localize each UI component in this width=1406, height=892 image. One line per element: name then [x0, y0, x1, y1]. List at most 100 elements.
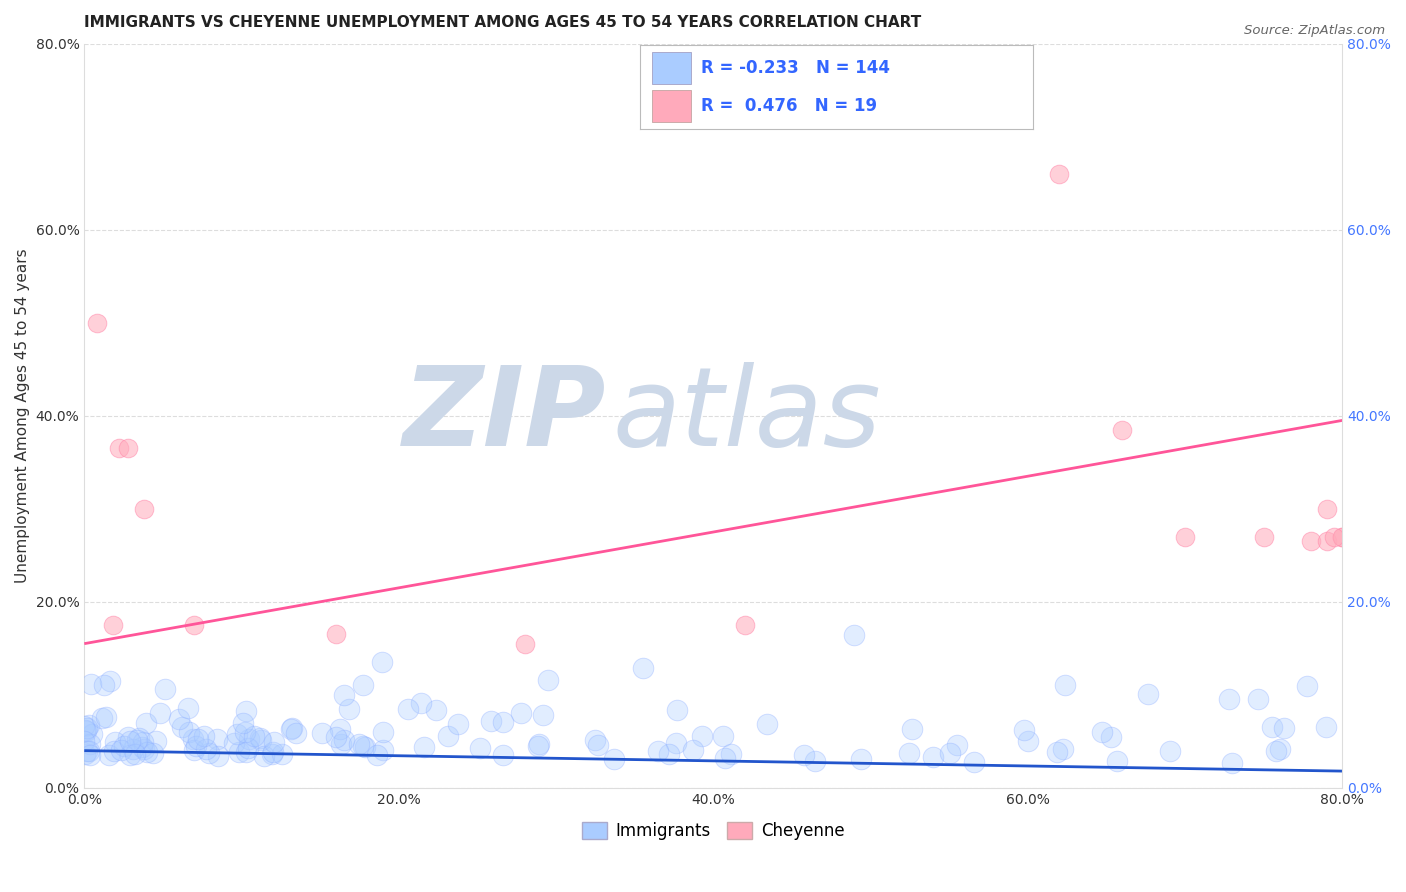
Point: [117, 731, 139, 745]
Point: [131, 739, 153, 754]
Point: [492, 747, 515, 762]
Point: [425, 703, 447, 717]
Point: [233, 724, 256, 739]
Point: [117, 442, 139, 456]
Point: [1247, 692, 1270, 706]
Point: [91, 711, 114, 725]
Point: [513, 637, 536, 651]
Point: [437, 729, 460, 743]
Legend: Immigrants, Cheyenne: Immigrants, Cheyenne: [575, 815, 851, 847]
Point: [665, 736, 688, 750]
Point: [142, 747, 165, 761]
Point: [447, 717, 470, 731]
Point: [145, 734, 167, 748]
Point: [1299, 534, 1322, 549]
Point: [492, 715, 515, 730]
Point: [112, 739, 135, 753]
Point: [79, 676, 101, 690]
Bar: [651, 53, 690, 84]
Point: [529, 737, 551, 751]
Point: [205, 732, 228, 747]
Point: [94, 710, 117, 724]
Point: [413, 739, 436, 754]
Point: [1091, 725, 1114, 739]
Point: [108, 442, 131, 456]
Point: [235, 745, 257, 759]
Point: [131, 734, 153, 748]
Point: [76, 722, 98, 736]
Point: [1264, 744, 1286, 758]
Point: [631, 661, 654, 675]
Point: [249, 731, 271, 746]
Point: [373, 725, 395, 739]
Point: [153, 681, 176, 696]
Point: [922, 750, 945, 764]
Point: [1315, 720, 1337, 734]
Point: [1315, 534, 1337, 549]
Bar: [651, 90, 690, 121]
Point: [187, 732, 209, 747]
Point: [311, 725, 333, 739]
Point: [1253, 530, 1275, 544]
Point: [720, 747, 742, 761]
Text: R =  0.476   N = 19: R = 0.476 N = 19: [700, 97, 877, 115]
Point: [238, 732, 260, 747]
Point: [901, 723, 924, 737]
Point: [842, 627, 865, 641]
Point: [734, 618, 756, 632]
Point: [128, 731, 150, 745]
Point: [79, 748, 101, 763]
Point: [79, 737, 101, 751]
Point: [1261, 720, 1284, 734]
Point: [603, 752, 626, 766]
Point: [125, 732, 148, 747]
Point: [86, 316, 108, 330]
Point: [396, 702, 419, 716]
Point: [132, 742, 155, 756]
Point: [354, 740, 377, 755]
Point: [243, 729, 266, 743]
Point: [468, 740, 491, 755]
Point: [1159, 743, 1181, 757]
Point: [711, 729, 734, 743]
Point: [228, 745, 250, 759]
Point: [118, 734, 141, 748]
Point: [177, 700, 200, 714]
Point: [658, 747, 681, 762]
Point: [939, 746, 962, 760]
Point: [149, 706, 172, 720]
Point: [1296, 680, 1319, 694]
Point: [167, 712, 190, 726]
Point: [1137, 687, 1160, 701]
Point: [537, 673, 560, 687]
Point: [132, 501, 155, 516]
Point: [235, 704, 257, 718]
Point: [526, 739, 548, 753]
Point: [183, 743, 205, 757]
Point: [851, 751, 873, 765]
Point: [184, 739, 207, 753]
Point: [120, 748, 142, 763]
Point: [371, 743, 394, 757]
Point: [179, 725, 201, 739]
Point: [1105, 755, 1128, 769]
Point: [330, 737, 353, 751]
Point: [329, 723, 352, 737]
Point: [409, 696, 432, 710]
Point: [1111, 423, 1133, 437]
Point: [1017, 733, 1039, 747]
Point: [250, 733, 273, 747]
Point: [80, 727, 103, 741]
Point: [97, 747, 120, 762]
Point: [110, 743, 132, 757]
Point: [1268, 742, 1291, 756]
Point: [195, 742, 218, 756]
Point: [98, 673, 121, 688]
Text: atlas: atlas: [613, 362, 882, 469]
Text: ZIP: ZIP: [404, 362, 606, 469]
Point: [714, 751, 737, 765]
Point: [270, 747, 292, 762]
Point: [963, 756, 986, 770]
Point: [1012, 723, 1035, 737]
Point: [262, 745, 284, 759]
